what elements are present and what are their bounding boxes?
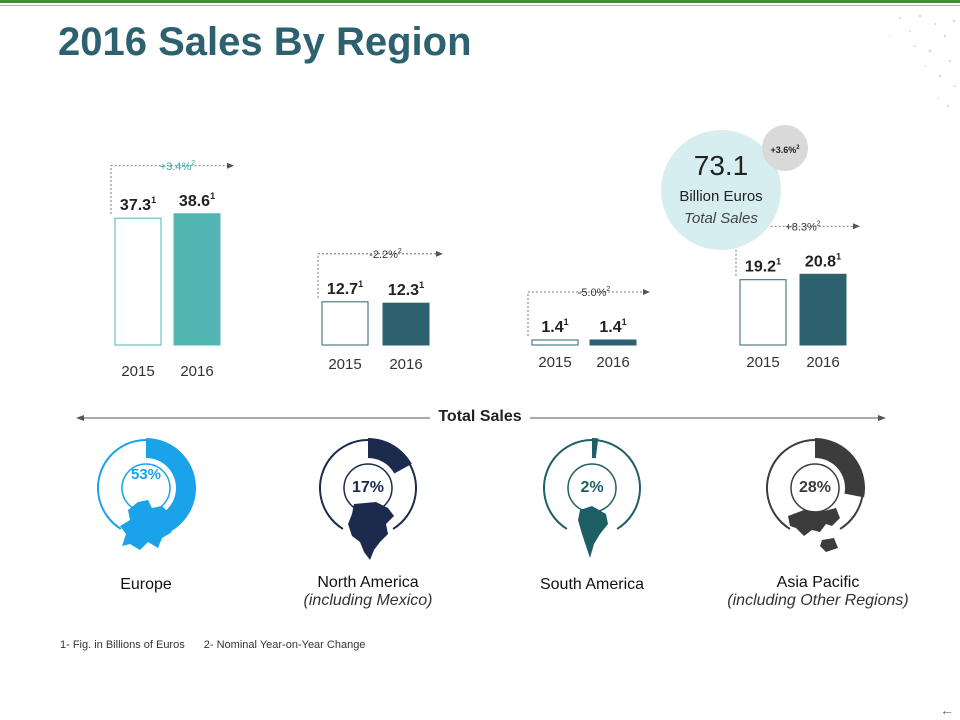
total-sales-axis-label: Total Sales: [430, 408, 530, 426]
asia-pacific-donut-share-wedge: [815, 438, 865, 498]
europe-caption: Europe: [86, 576, 206, 594]
asia-pacific-donut: [766, 438, 865, 530]
south-america-name: South America: [539, 576, 645, 593]
back-arrow-icon[interactable]: ←: [940, 702, 954, 718]
north-america-bar-2016: [382, 302, 430, 346]
south-america-donut: [543, 438, 641, 530]
north-america-paren: (including Mexico): [303, 592, 433, 609]
europe-donut-share-wedge: [136, 438, 197, 538]
total-sales-caption: Total Sales: [684, 210, 758, 227]
north-america-value-label-2016: 12.31: [388, 280, 424, 299]
europe-change-connector: [110, 165, 230, 215]
footnotes: 1- Fig. in Billions of Euros 2- Nominal …: [60, 639, 381, 651]
south-america-value-label-2015: 1.41: [541, 317, 568, 336]
decorative-speckle: [889, 14, 956, 108]
south-america-bar-2015: [531, 339, 579, 346]
asia-pacific-value-label-2016: 20.81: [805, 251, 841, 270]
asia-pacific-map-icon: [788, 508, 840, 552]
europe-value-label-2016: 38.61: [179, 191, 215, 210]
south-america-caption: South America: [512, 576, 672, 594]
north-america-value-label-2015: 12.71: [327, 279, 363, 298]
europe-year-label-2016: 2016: [180, 363, 213, 380]
south-america-share-label: 2%: [580, 479, 604, 496]
asia-pacific-year-label-2015: 2015: [746, 354, 779, 371]
footnote-1: 1- Fig. in Billions of Euros: [60, 639, 185, 651]
asia-pacific-change-label: +8.3%2: [785, 220, 821, 233]
total-sales-bubble: 73.1 Billion Euros Total Sales: [661, 130, 781, 250]
total-sales-value: 73.1: [693, 150, 749, 181]
total-change-sup: 2: [796, 145, 800, 151]
south-america-change-label: -5.0%2: [578, 286, 611, 299]
south-america-change-connector: [527, 291, 646, 336]
europe-donut: [97, 438, 197, 538]
europe-bar-2015: [114, 217, 162, 346]
north-america-donut-share-wedge: [368, 438, 412, 474]
asia-pacific-paren: (including Other Regions): [727, 592, 909, 609]
europe-name: Europe: [120, 576, 172, 593]
asia-pacific-caption: Asia Pacific (including Other Regions): [700, 574, 936, 610]
north-america-change-connector: [317, 253, 439, 298]
south-america-change-arrowhead: [643, 289, 650, 295]
top-accent-line: [0, 5, 960, 6]
south-america-bar-2016: [589, 339, 637, 346]
regional-bar-chart: 37.31 2015 38.61 2016 +3.4%2 12.71 2015 12.31 20…: [110, 160, 860, 380]
footnote-2: 2- Nominal Year-on-Year Change: [203, 639, 366, 651]
asia-pacific-value-label-2015: 19.21: [745, 257, 781, 276]
south-america-year-label-2015: 2015: [538, 354, 571, 371]
asia-pacific-share-label: 28%: [798, 479, 832, 496]
top-accent-bar: [0, 0, 960, 3]
north-america-caption: North America (including Mexico): [268, 574, 468, 610]
total-sales-unit: Billion Euros: [679, 188, 763, 205]
north-america-name: North America: [317, 574, 419, 591]
asia-pacific-name: Asia Pacific: [776, 574, 860, 591]
north-america-change-arrowhead: [436, 250, 443, 257]
north-america-year-label-2015: 2015: [328, 356, 361, 373]
europe-value-label-2015: 37.31: [120, 195, 156, 214]
page-title: 2016 Sales By Region: [58, 20, 472, 64]
europe-change-label: +3.4%2: [160, 160, 196, 173]
asia-pacific-bar-2016: [799, 273, 847, 346]
north-america-bar-2015: [321, 301, 369, 346]
north-america-share-label: 17%: [351, 479, 385, 496]
europe-change-arrowhead: [227, 162, 234, 169]
europe-map-icon: [120, 500, 172, 550]
total-change-value: +3.6%: [770, 145, 797, 155]
north-america-change-label: -2.2%2: [369, 248, 402, 261]
south-america-map-icon: [578, 506, 608, 558]
south-america-value-label-2016: 1.41: [599, 317, 626, 336]
europe-year-label-2015: 2015: [121, 363, 154, 380]
asia-pacific-change-arrowhead: [853, 223, 860, 230]
europe-bar-2016: [173, 213, 221, 346]
total-change-badge: +3.6%2: [762, 125, 808, 171]
asia-pacific-bar-2015: [739, 279, 787, 346]
north-america-donut: [319, 438, 417, 530]
europe-share-label: 53%: [130, 466, 162, 483]
south-america-year-label-2016: 2016: [596, 354, 629, 371]
north-america-map-icon: [348, 502, 394, 560]
asia-pacific-year-label-2016: 2016: [806, 354, 839, 371]
north-america-year-label-2016: 2016: [389, 356, 422, 373]
south-america-donut-share-wedge: [592, 438, 599, 459]
